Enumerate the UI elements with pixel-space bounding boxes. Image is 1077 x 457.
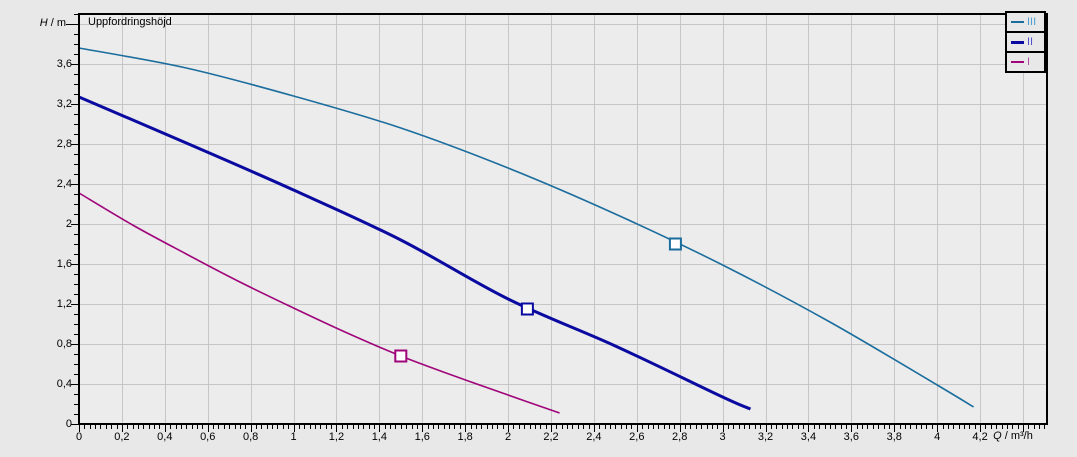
plot-border [78,13,1048,425]
x-tick-label: 0,6 [200,431,216,443]
y-tick-label: 1,2 [56,298,72,310]
y-axis-unit-rest: / m [47,17,66,29]
legend-item-I[interactable]: I [1005,51,1046,73]
y-tick-label: 1,6 [56,258,72,270]
y-tick-label: 2,8 [56,138,72,150]
x-tick-label: 0,2 [114,431,130,443]
legend-label-III: III [1027,15,1037,28]
legend-line-sample-III [1011,21,1024,23]
x-tick-label: 2,4 [586,431,602,443]
y-tick-label: 3,2 [56,98,72,110]
x-tick-label: 1,8 [457,431,473,443]
plot-area [79,14,1047,424]
x-axis-unit-rest: / m³/h [1001,430,1033,442]
duty-point-marker-III[interactable] [668,237,682,251]
legend-line-sample-I [1011,61,1024,63]
legend: III II I [1005,11,1046,73]
pump-curve-III [78,47,975,408]
y-tick-label: 0 [65,418,72,430]
legend-item-II[interactable]: II [1005,31,1046,53]
y-tick-label: 0,8 [56,338,72,350]
x-tick-label: 1 [290,431,297,443]
x-tick-label: 3 [719,431,726,443]
pump-curve-I [78,192,560,414]
legend-label-I: I [1027,55,1031,68]
x-tick-label: 3,2 [757,431,774,443]
x-axis-unit-label: Q / m³/h [963,430,1063,442]
pump-curve-II [78,95,752,411]
x-tick-label: 4 [934,431,941,443]
x-tick-label: 2 [505,431,512,443]
y-axis-unit-label: H / m [8,17,66,29]
chart-title: Uppfordringshöjd [88,16,172,28]
x-tick-label: 3,8 [886,431,902,443]
y-tick-label: 3,6 [56,58,72,70]
x-tick-label: 3,4 [800,431,817,443]
legend-item-III[interactable]: III [1005,11,1046,33]
legend-label-II: II [1027,35,1034,48]
x-tick-label: 2,8 [672,431,688,443]
x-axis-unit-symbol: Q [993,430,1002,442]
x-tick-label: 1,4 [371,431,387,443]
x-tick-label: 4,2 [972,431,988,443]
x-tick-label: 1,2 [328,431,345,443]
x-tick-label: 0,4 [157,431,173,443]
x-tick-label: 1,6 [414,431,430,443]
duty-point-marker-II[interactable] [520,302,534,316]
duty-point-marker-I[interactable] [394,349,408,363]
x-tick-label: 2,6 [629,431,645,443]
x-tick-label: 0,8 [242,431,259,443]
y-tick-label: 2,4 [56,178,72,190]
y-tick-label: 2 [65,218,72,230]
y-tick-label: 0,4 [56,378,72,390]
y-axis-unit-symbol: H [39,17,48,29]
x-tick-label: 0 [75,431,83,443]
x-tick-label: 2,2 [543,431,559,443]
legend-line-sample-II [1011,40,1024,44]
x-tick-label: 3,6 [843,431,859,443]
